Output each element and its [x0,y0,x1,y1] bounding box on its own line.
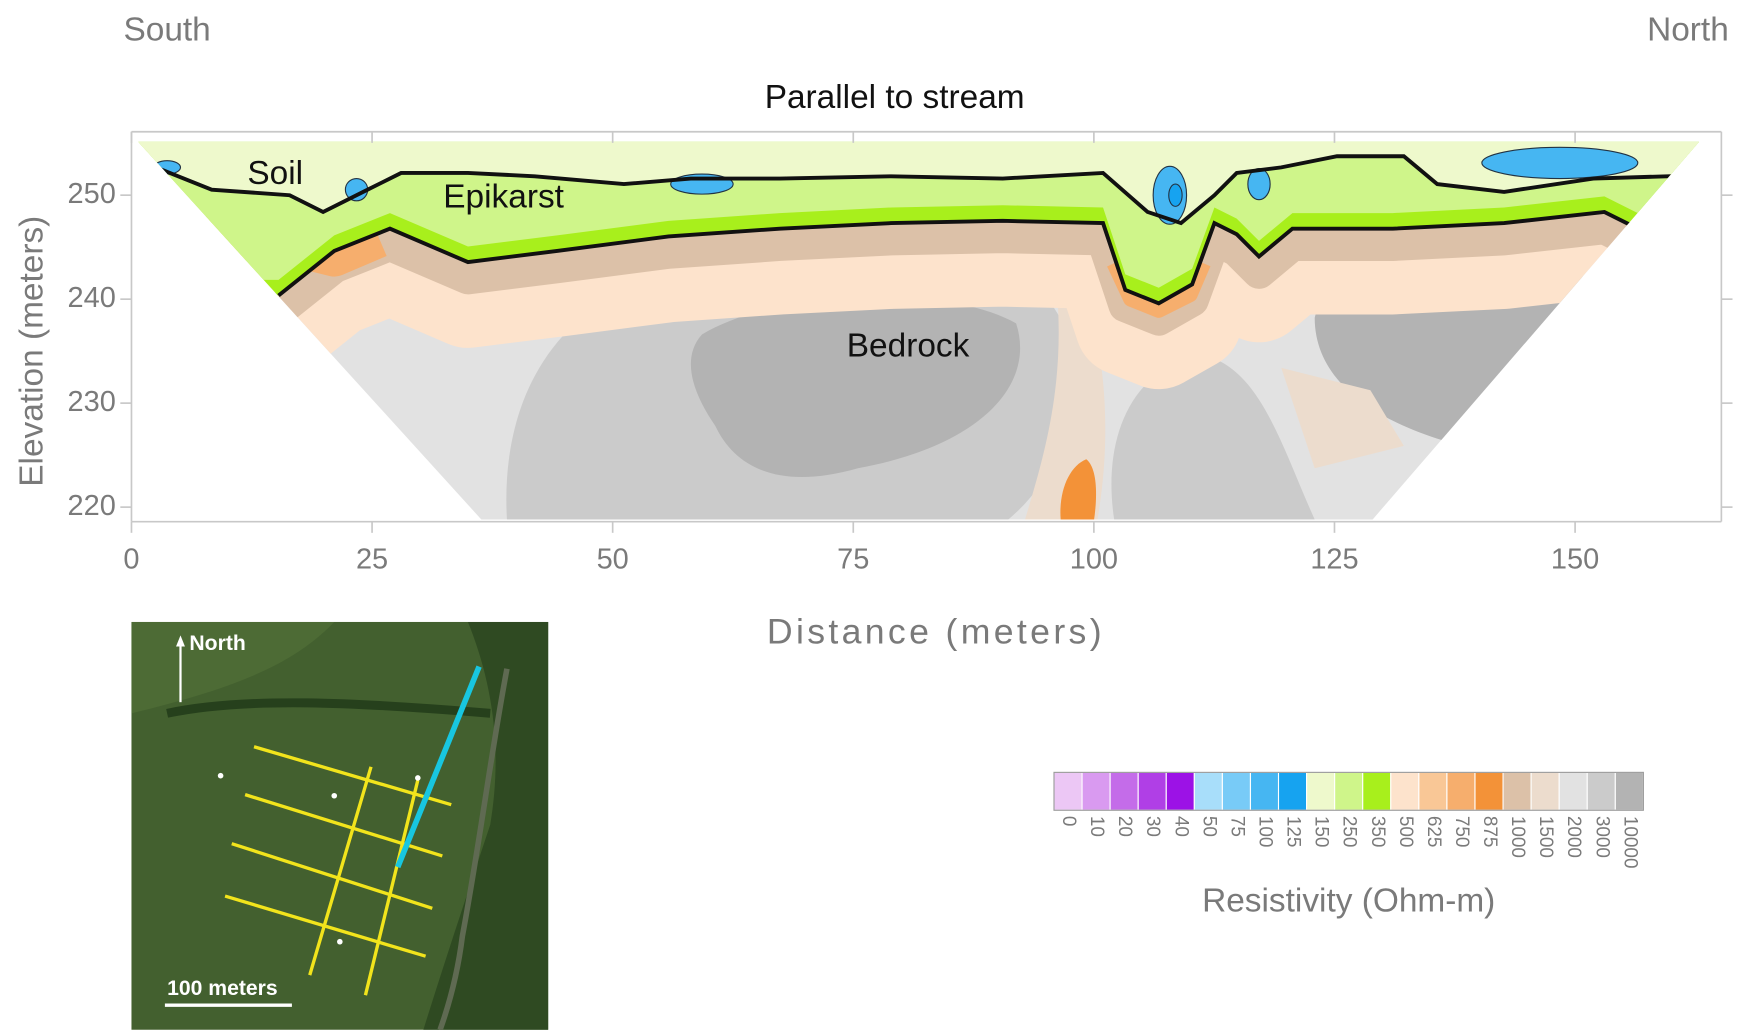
y-tick-label: 240 [68,282,116,314]
south-label: South [123,11,210,48]
colorbar-swatch [1334,771,1364,811]
inset-map: North 100 meters [131,621,549,1030]
x-axis-label: Distance (meters) [767,612,1105,652]
annotation: Soil [247,155,303,192]
map-stream [437,668,510,1030]
colorbar-label: 75 [1226,816,1247,837]
colorbar-swatch [1558,771,1588,811]
map-hedge [166,698,491,718]
survey-line [253,745,452,807]
colorbar-label: 2000 [1563,816,1584,858]
y-tick-label: 230 [68,386,116,418]
x-tick-label: 150 [1551,543,1599,575]
section [138,141,1700,520]
y-axis-label: Elevation (meters) [13,216,50,487]
region [138,141,1700,224]
region [1247,167,1271,201]
colorbar-label: 875 [1479,816,1500,848]
colorbar-label: 750 [1451,816,1472,848]
colorbar-label: 40 [1170,816,1191,837]
colorbar-swatch [1362,771,1392,811]
region [1281,367,1404,469]
x-tick-label: 125 [1310,543,1358,575]
map-north-label: North [189,632,245,655]
colorbar-label: 625 [1423,816,1444,848]
colorbar-label: 500 [1395,816,1416,848]
colorbar-swatch [1277,771,1308,811]
colorbar-swatch [1165,771,1195,811]
colorbar-label: 150 [1311,816,1332,848]
survey-line [363,779,420,996]
x-tick-label: 25 [356,543,388,575]
colorbar-swatch [1390,771,1420,811]
x-tick-label: 100 [1070,543,1118,575]
map-points [217,772,421,945]
survey-line [231,842,433,910]
colorbar-swatch [1502,771,1532,811]
colorbar-swatch [1137,771,1167,811]
region [1060,459,1097,520]
colorbar-swatch [1109,771,1139,811]
colorbar-label: 125 [1283,816,1304,848]
x-tick-label: 0 [123,543,139,575]
colorbar-label: 20 [1114,816,1135,837]
map-survey-lines [224,745,452,996]
colorbar-swatch [1193,771,1223,811]
north-label: North [1647,11,1729,48]
annotation: Epikarst [443,178,564,215]
colorbar-swatch [1586,771,1616,811]
colorbar-swatch [1221,771,1252,811]
colorbar-label: 350 [1367,816,1388,848]
colorbar-swatch [1053,771,1083,811]
boundary-line [138,154,1700,226]
region [247,197,1700,390]
colorbar-swatch [1446,771,1476,811]
colorbar-label: 250 [1339,816,1360,848]
region [1481,146,1639,180]
map-point [415,775,421,781]
region [1168,183,1183,207]
colorbar-swatch [1474,771,1504,811]
colorbar-frame [1053,771,1644,811]
colorbar-label: 1000 [1507,816,1528,858]
colorbar-swatch [1081,771,1111,811]
map-trees [423,621,549,1030]
colorbar-label: 100 [1254,816,1275,848]
annotation: Bedrock [847,328,970,365]
scale-label: 100 meters [167,977,278,1000]
colorbar-swatch [1614,771,1644,811]
map-point [217,772,224,779]
y-tick-label: 250 [68,178,116,210]
x-tick-label: 75 [837,543,869,575]
y-tick-label: 220 [68,490,116,522]
colorbar-label: 0 [1058,816,1079,827]
survey-line [244,793,443,858]
colorbar-swatch [1306,771,1336,811]
region [268,210,1700,336]
colorbar-title: Resistivity (Ohm-m) [1202,883,1495,920]
region [1111,354,1315,520]
survey-line [308,766,373,976]
colorbar-label: 10000 [1619,816,1640,869]
x-tick-label: 50 [597,543,629,575]
map-point [337,938,343,945]
map-point [331,792,338,799]
colorbar-swatch [1530,771,1560,811]
colorbar-swatch [1249,771,1280,811]
chart-title: Parallel to stream [765,79,1025,116]
boundary-line [277,209,1700,306]
map-stream-line [395,665,482,869]
colorbar-label: 30 [1142,816,1163,837]
colorbar-swatch [1418,771,1448,811]
colorbar-label: 10 [1086,816,1107,837]
colorbar-label: 50 [1198,816,1219,837]
colorbar-label: 3000 [1591,816,1612,858]
north-arrow-head [176,635,185,647]
region [690,296,1021,477]
colorbar-label: 1500 [1535,816,1556,858]
